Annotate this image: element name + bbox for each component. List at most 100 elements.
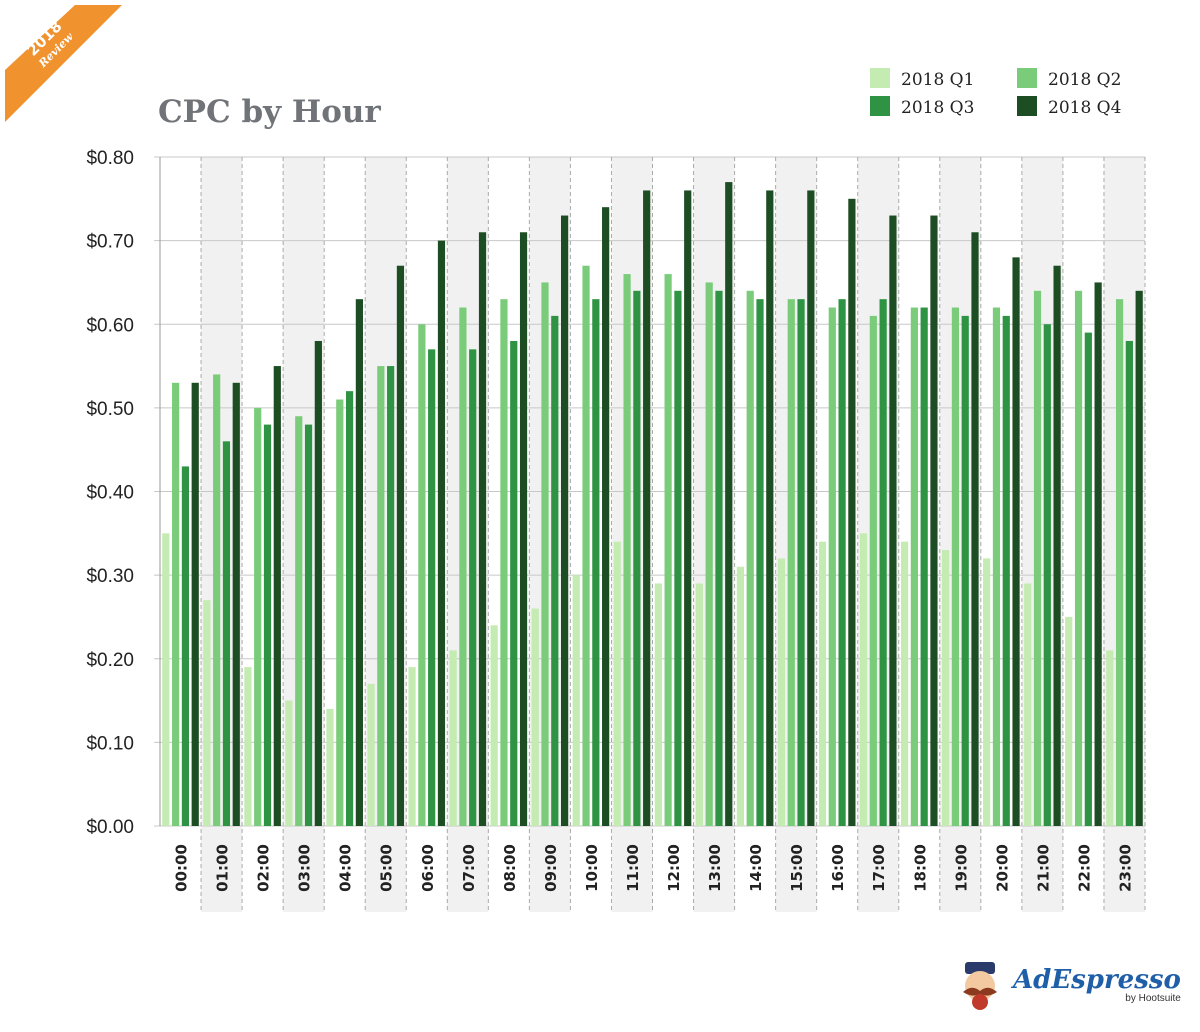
bar-2018-q4-1200 [684, 190, 692, 826]
bar-2018-q1-2100 [1024, 583, 1032, 826]
bar-2018-q3-1600 [838, 299, 846, 827]
brand-logo: AdEspresso by Hootsuite [955, 960, 1181, 1010]
x-tick-label: 01:00 [214, 844, 232, 892]
x-tick-label: 03:00 [296, 844, 314, 892]
bar-2018-q4-2200 [1094, 282, 1102, 826]
bar-2018-q4-0000 [191, 382, 199, 826]
bar-2018-q1-2300 [1106, 650, 1114, 826]
bar-2018-q4-0900 [560, 215, 569, 827]
bar-2018-q1-1900 [942, 550, 950, 826]
y-tick-label: $0.70 [86, 232, 134, 253]
bar-2018-q3-1800 [920, 307, 928, 826]
bar-2018-q3-0100 [222, 441, 231, 826]
bar-2018-q4-0800 [519, 232, 528, 826]
bar-2018-q1-1000 [572, 575, 580, 826]
bar-2018-q2-2300 [1115, 299, 1124, 827]
bar-2018-q3-0600 [428, 349, 436, 826]
x-tick-label: 16:00 [829, 844, 847, 892]
bar-2018-q4-1600 [848, 198, 856, 826]
bar-2018-q2-1300 [705, 282, 713, 826]
bar-2018-q1-1700 [859, 533, 868, 826]
bar-2018-q2-0100 [213, 374, 221, 826]
bar-2018-q2-0000 [172, 382, 180, 826]
bar-2018-q2-0200 [254, 407, 262, 826]
bar-2018-q3-2100 [1043, 324, 1051, 826]
x-tick-label: 15:00 [788, 844, 806, 892]
y-tick-label: $0.40 [86, 483, 134, 504]
bar-2018-q3-0700 [469, 349, 477, 826]
bar-2018-q3-1200 [674, 290, 682, 826]
bar-2018-q3-0900 [551, 315, 559, 826]
bar-2018-q1-0500 [367, 683, 375, 826]
bar-2018-q1-1800 [900, 541, 909, 826]
x-tick-label: 07:00 [460, 844, 478, 892]
bar-2018-q3-1500 [797, 299, 805, 827]
bar-2018-q4-1300 [725, 182, 733, 826]
bar-2018-q2-0700 [459, 307, 467, 826]
brand-sub: by Hootsuite [1125, 992, 1181, 1004]
bar-2018-q2-1400 [746, 290, 754, 826]
bar-2018-q2-0900 [541, 282, 549, 826]
legend-swatch [1017, 68, 1037, 88]
legend-label: 2018 Q3 [901, 98, 974, 118]
bar-2018-q3-1700 [879, 299, 887, 827]
bar-2018-q1-1400 [736, 566, 745, 826]
bar-2018-q4-1100 [643, 190, 651, 826]
bar-2018-q2-1100 [623, 274, 631, 826]
bar-2018-q4-2100 [1053, 265, 1061, 826]
bar-2018-q2-0300 [295, 416, 303, 826]
x-tick-label: 13:00 [706, 844, 724, 892]
bar-2018-q3-2200 [1084, 332, 1092, 826]
x-tick-label: 05:00 [378, 844, 396, 892]
bar-2018-q3-1300 [715, 290, 723, 826]
bar-2018-q1-1500 [777, 558, 786, 826]
legend: 2018 Q1 2018 Q2 2018 Q3 2018 Q4 [870, 68, 1121, 118]
x-tick-label: 21:00 [1034, 844, 1052, 892]
bar-2018-q2-2200 [1074, 290, 1083, 826]
bar-2018-q1-0100 [203, 600, 211, 826]
bar-2018-q1-0600 [408, 667, 416, 826]
bar-2018-q2-0800 [500, 299, 508, 827]
legend-label: 2018 Q1 [901, 70, 974, 90]
y-tick-label: $0.20 [86, 650, 134, 671]
bar-2018-q3-0800 [510, 340, 518, 826]
bar-2018-q3-0300 [304, 424, 313, 826]
bar-2018-q1-1200 [654, 583, 662, 826]
bar-2018-q1-0900 [531, 608, 539, 826]
x-tick-label: 09:00 [542, 844, 560, 892]
bar-2018-q2-1500 [787, 299, 795, 827]
x-tick-label: 14:00 [747, 844, 765, 892]
x-tick-label: 10:00 [583, 844, 601, 892]
legend-swatch [870, 96, 890, 116]
bar-2018-q4-0600 [437, 240, 446, 826]
bar-2018-q2-0400 [336, 399, 344, 826]
x-tick-label: 20:00 [993, 844, 1011, 892]
bar-2018-q4-1400 [766, 190, 774, 826]
bar-2018-q3-2000 [1002, 315, 1010, 826]
bar-2018-q2-1800 [910, 307, 918, 826]
x-tick-label: 22:00 [1075, 844, 1093, 892]
bar-2018-q1-0200 [244, 667, 252, 826]
bar-2018-q4-1000 [602, 207, 610, 827]
bar-2018-q3-2300 [1125, 340, 1133, 826]
bar-2018-q3-0000 [181, 466, 190, 826]
bar-2018-q1-2200 [1065, 616, 1073, 826]
y-tick-label: $0.80 [86, 148, 134, 169]
brand-name: AdEspresso [1013, 964, 1181, 995]
bar-2018-q2-1000 [582, 265, 590, 826]
x-tick-label: 18:00 [911, 844, 929, 892]
legend-swatch [870, 68, 890, 88]
bar-2018-q1-1100 [613, 541, 621, 826]
bar-2018-q2-0500 [377, 366, 385, 826]
x-tick-label: 12:00 [665, 844, 683, 892]
bar-2018-q4-0300 [314, 340, 322, 826]
bar-2018-q1-0700 [449, 650, 457, 826]
bar-2018-q3-1100 [633, 290, 641, 826]
bar-2018-q1-1600 [818, 541, 827, 826]
bar-2018-q2-2100 [1033, 290, 1042, 826]
x-tick-label: 17:00 [870, 844, 888, 892]
y-tick-label: $0.60 [86, 315, 134, 336]
year-review-badge: 2018 Review [5, 5, 122, 122]
bar-2018-q3-0500 [387, 366, 395, 826]
